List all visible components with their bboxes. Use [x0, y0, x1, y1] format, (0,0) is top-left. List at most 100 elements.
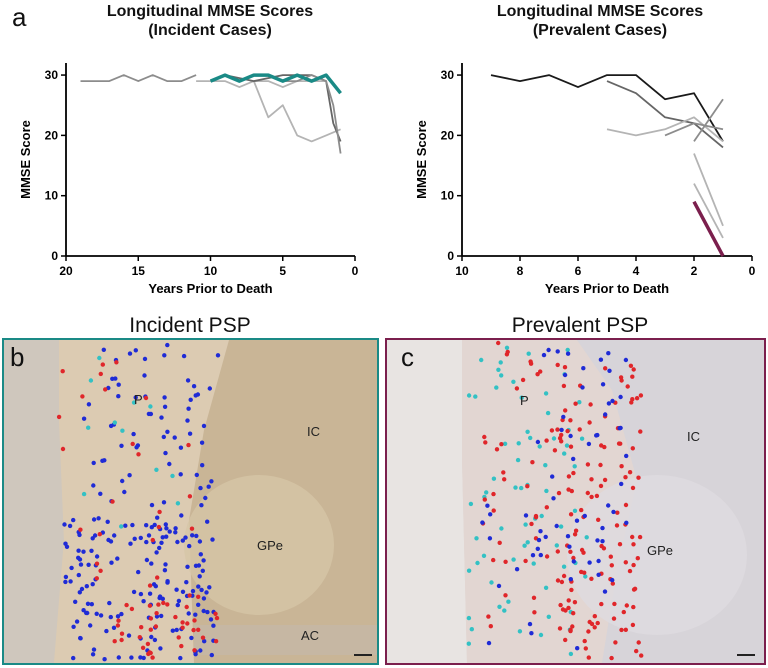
marker-dot	[180, 589, 186, 594]
marker-dot	[60, 446, 66, 452]
marker-dot	[198, 552, 203, 557]
marker-dot	[583, 574, 588, 579]
marker-dot	[81, 491, 87, 497]
marker-dot	[129, 655, 134, 660]
marker-dot	[567, 544, 572, 549]
marker-dot	[538, 529, 543, 534]
y-tick-label: 30	[45, 68, 59, 82]
marker-dot	[539, 513, 544, 519]
scale-bar	[354, 654, 372, 656]
outer-cortex-region	[387, 340, 477, 663]
marker-dot	[631, 562, 636, 568]
marker-dot	[565, 351, 571, 356]
marker-dot	[77, 590, 83, 595]
marker-dot	[100, 458, 105, 463]
marker-dot	[601, 546, 607, 551]
marker-dot	[639, 653, 644, 658]
marker-dot	[185, 418, 190, 423]
marker-dot	[568, 444, 574, 449]
marker-dot	[130, 441, 135, 447]
marker-dot	[589, 576, 594, 581]
marker-dot	[138, 591, 144, 597]
marker-dot	[69, 565, 74, 571]
marker-dot	[120, 478, 125, 484]
marker-dot	[60, 369, 65, 374]
chart1-subtitle-line: (Incident Cases)	[148, 22, 272, 39]
marker-dot	[530, 553, 536, 558]
x-axis-label: Years Prior to Death	[148, 281, 272, 296]
marker-dot	[630, 374, 635, 379]
marker-dot	[496, 583, 502, 589]
marker-dot	[187, 543, 192, 549]
marker-dot	[155, 515, 160, 520]
marker-dot	[523, 522, 528, 527]
marker-dot	[156, 602, 161, 607]
marker-dot	[142, 373, 147, 378]
marker-dot	[163, 562, 168, 567]
marker-dot	[586, 629, 591, 634]
x-tick-label: 6	[575, 264, 582, 278]
marker-dot	[551, 496, 556, 501]
marker-dot	[624, 603, 629, 608]
marker-dot	[147, 591, 153, 596]
marker-dot	[636, 475, 641, 480]
marker-dot	[202, 639, 207, 644]
marker-dot	[609, 655, 614, 661]
marker-dot	[579, 547, 585, 553]
chart-incident-mmse: 0 10 20 30 20 15 10 5 0 Years Prior to Death MMSE …	[18, 63, 359, 296]
marker-dot	[544, 554, 550, 559]
marker-dot	[531, 595, 537, 600]
marker-dot	[162, 404, 168, 409]
marker-dot	[603, 366, 608, 371]
marker-dot	[71, 655, 76, 661]
marker-dot	[199, 503, 204, 508]
marker-dot	[131, 400, 137, 405]
marker-dot	[194, 472, 199, 478]
marker-dot	[583, 646, 588, 651]
marker-dot	[565, 534, 571, 539]
marker-dot	[546, 614, 551, 619]
marker-dot	[213, 639, 219, 644]
marker-dot	[200, 568, 205, 573]
marker-dot	[151, 582, 157, 587]
marker-dot	[113, 376, 118, 381]
marker-dot	[511, 557, 516, 562]
marker-dot	[192, 618, 197, 623]
marker-dot	[637, 534, 643, 540]
marker-dot	[568, 651, 574, 657]
marker-dot	[154, 614, 160, 619]
marker-dot	[119, 631, 125, 636]
marker-dot	[466, 393, 472, 398]
marker-dot	[498, 360, 503, 365]
marker-dot	[628, 363, 634, 368]
marker-dot	[617, 542, 623, 547]
marker-dot	[71, 517, 76, 523]
marker-dot	[525, 429, 530, 434]
marker-dot	[618, 425, 623, 431]
marker-dot	[173, 530, 178, 535]
marker-dot	[556, 490, 562, 496]
chart2-title: Longitudinal MMSE Scores (Prevalent Case…	[440, 2, 760, 40]
marker-dot	[185, 564, 190, 569]
marker-dot	[618, 441, 623, 446]
marker-dot	[572, 508, 578, 513]
marker-dot	[579, 507, 584, 513]
marker-dot	[120, 428, 125, 433]
marker-dot	[165, 580, 170, 585]
marker-dot	[165, 429, 170, 434]
marker-dot	[554, 523, 559, 529]
marker-dot	[164, 534, 169, 539]
y-axis-label: MMSE Score	[18, 120, 33, 199]
marker-dot	[491, 557, 496, 563]
marker-dot	[552, 448, 558, 453]
marker-dot	[193, 612, 198, 617]
series-line-3	[606, 116, 724, 143]
marker-dot	[183, 535, 188, 540]
marker-dot	[127, 351, 133, 356]
marker-dot	[631, 542, 636, 547]
marker-dot	[116, 382, 121, 387]
marker-dot	[167, 529, 172, 534]
marker-dot	[189, 635, 194, 641]
marker-dot	[506, 599, 511, 604]
marker-dot	[619, 464, 624, 469]
